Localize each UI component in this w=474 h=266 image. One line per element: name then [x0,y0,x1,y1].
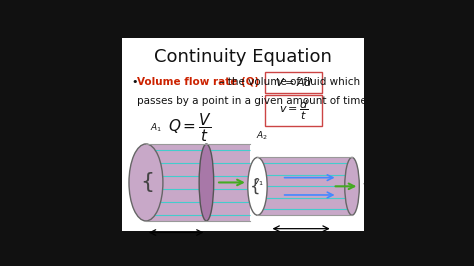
Ellipse shape [248,157,267,215]
FancyBboxPatch shape [265,72,322,93]
Text: $v_1$: $v_1$ [253,177,264,188]
Ellipse shape [129,144,163,221]
Text: passes by a point in a given amount of time.: passes by a point in a given amount of t… [137,96,371,106]
Ellipse shape [199,144,214,221]
Text: $v = \dfrac{d}{t}$: $v = \dfrac{d}{t}$ [279,98,309,122]
Ellipse shape [345,157,359,215]
FancyBboxPatch shape [122,38,364,231]
Text: $V = Ad$: $V = Ad$ [275,76,313,88]
Text: – the volume of fluid which: – the volume of fluid which [216,77,360,86]
Text: $d$: $d$ [297,240,305,251]
Text: Volume flow rate (Q): Volume flow rate (Q) [137,77,260,86]
Text: $Q = \dfrac{V}{t}$: $Q = \dfrac{V}{t}$ [168,111,211,144]
FancyBboxPatch shape [146,144,250,221]
Text: $A_1$: $A_1$ [150,122,162,134]
Text: $d$: $d$ [173,240,180,251]
FancyBboxPatch shape [265,95,322,126]
Text: {: { [250,177,260,195]
Text: $A_2$: $A_2$ [256,130,268,142]
Text: $v_2$: $v_2$ [362,181,373,192]
FancyBboxPatch shape [257,157,352,215]
Text: {: { [140,172,154,193]
Text: •: • [131,77,138,86]
Text: Continuity Equation: Continuity Equation [154,48,332,66]
